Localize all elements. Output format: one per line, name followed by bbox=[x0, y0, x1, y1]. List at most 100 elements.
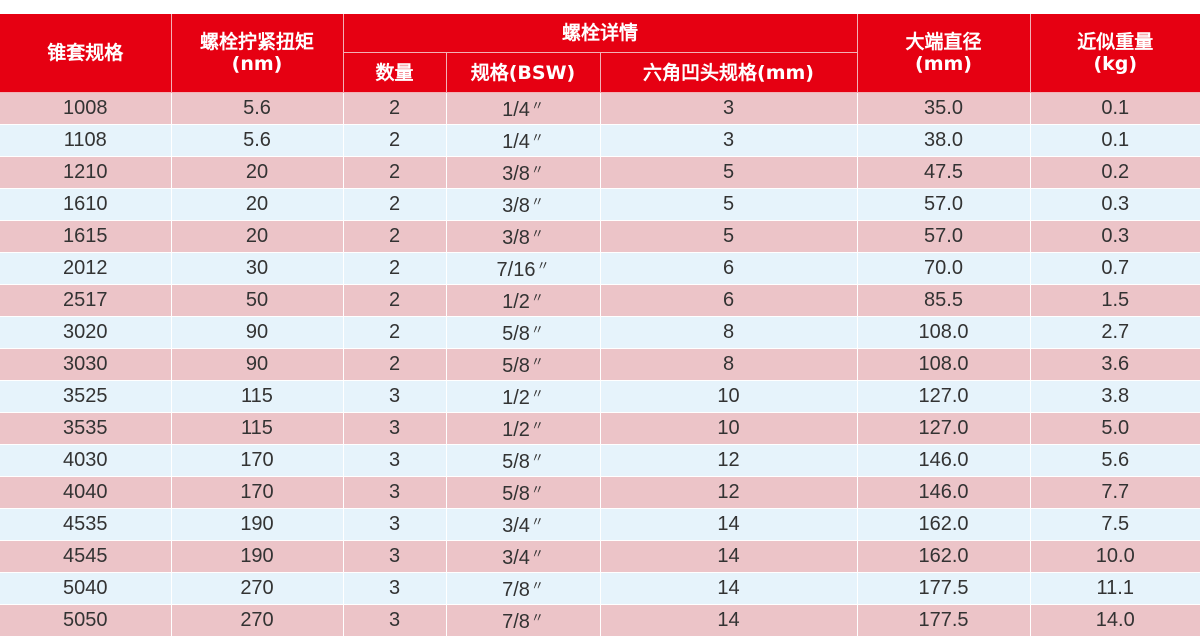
cell-spec: 1615 bbox=[0, 220, 172, 253]
cell-torque: 270 bbox=[170, 604, 344, 637]
table-row: 3020 90 2 5/8〃 8 108.0 2.7 bbox=[0, 316, 1200, 349]
cell-value: 3/8 bbox=[502, 163, 530, 185]
cell-value: 8 bbox=[722, 321, 735, 343]
cell-weight: 5.6 bbox=[1029, 444, 1200, 477]
cell-qty: 3 bbox=[342, 444, 447, 477]
cell-bsw: 1/2〃 bbox=[445, 412, 601, 445]
cell-diameter: 38.0 bbox=[856, 124, 1031, 157]
cell-value: 4030 bbox=[63, 449, 108, 471]
cell-value: 7/16 bbox=[496, 259, 536, 281]
cell-value: 170 bbox=[240, 481, 274, 503]
cell-value: 0.3 bbox=[1101, 225, 1130, 247]
cell-diameter: 177.5 bbox=[856, 604, 1031, 637]
cell-value: 3 bbox=[388, 545, 401, 567]
header-weight-unit: (kg) bbox=[1093, 53, 1138, 75]
cell-value: 5.0 bbox=[1101, 417, 1130, 439]
cell-value: 4040 bbox=[63, 481, 108, 503]
inch-mark: 〃 bbox=[530, 418, 544, 433]
cell-diameter: 162.0 bbox=[856, 540, 1031, 573]
cell-value: 270 bbox=[240, 577, 274, 599]
cell-value: 127.0 bbox=[918, 385, 969, 407]
cell-value: 7/8 bbox=[502, 611, 530, 633]
inch-mark: 〃 bbox=[536, 258, 550, 273]
table-row: 4545 190 3 3/4〃 14 162.0 10.0 bbox=[0, 540, 1200, 573]
cell-value: 3 bbox=[388, 385, 401, 407]
cell-hex: 10 bbox=[599, 412, 858, 445]
cell-value: 270 bbox=[240, 609, 274, 631]
cell-value: 1108 bbox=[63, 129, 107, 151]
table-row: 3030 90 2 5/8〃 8 108.0 3.6 bbox=[0, 348, 1200, 381]
cell-hex: 5 bbox=[599, 220, 858, 253]
cell-value: 6 bbox=[722, 289, 735, 311]
table-row: 2517 50 2 1/2〃 6 85.5 1.5 bbox=[0, 284, 1200, 317]
cell-diameter: 146.0 bbox=[856, 444, 1031, 477]
cell-hex: 12 bbox=[599, 444, 858, 477]
cell-weight: 0.3 bbox=[1029, 220, 1200, 253]
header-weight: 近似重量 (kg) bbox=[1029, 14, 1200, 93]
cell-value: 14 bbox=[717, 609, 740, 631]
inch-mark: 〃 bbox=[530, 130, 544, 145]
inch-mark: 〃 bbox=[530, 98, 544, 113]
cell-value: 3030 bbox=[63, 353, 108, 375]
cell-value: 5/8 bbox=[502, 483, 530, 505]
inch-mark: 〃 bbox=[530, 290, 544, 305]
cell-value: 1210 bbox=[63, 161, 108, 183]
cell-value: 50 bbox=[245, 289, 269, 311]
cell-torque: 170 bbox=[170, 444, 344, 477]
cell-bsw: 5/8〃 bbox=[445, 476, 601, 509]
cell-bsw: 1/2〃 bbox=[445, 380, 601, 413]
header-diameter-unit: (mm) bbox=[915, 53, 972, 75]
cell-value: 0.7 bbox=[1101, 257, 1130, 279]
cell-value: 2 bbox=[388, 353, 401, 375]
cell-spec: 3525 bbox=[0, 380, 172, 413]
cell-value: 3.8 bbox=[1101, 385, 1130, 407]
cell-qty: 2 bbox=[342, 188, 447, 221]
inch-mark: 〃 bbox=[530, 610, 544, 625]
inch-mark: 〃 bbox=[530, 194, 544, 209]
cell-hex: 14 bbox=[599, 604, 858, 637]
cell-value: 3 bbox=[722, 129, 735, 151]
cell-diameter: 108.0 bbox=[856, 316, 1031, 349]
table-row: 4040 170 3 5/8〃 12 146.0 7.7 bbox=[0, 476, 1200, 509]
cell-spec: 4030 bbox=[0, 444, 172, 477]
inch-mark: 〃 bbox=[530, 354, 544, 369]
cell-diameter: 127.0 bbox=[856, 412, 1031, 445]
cell-value: 3/8 bbox=[502, 195, 530, 217]
cell-bsw: 1/4〃 bbox=[445, 92, 601, 125]
cell-value: 2 bbox=[388, 193, 401, 215]
cell-bsw: 3/4〃 bbox=[445, 540, 601, 573]
cell-value: 5 bbox=[722, 225, 735, 247]
cell-value: 8 bbox=[722, 353, 735, 375]
cell-value: 14 bbox=[717, 545, 740, 567]
table-row: 4535 190 3 3/4〃 14 162.0 7.5 bbox=[0, 508, 1200, 541]
cell-qty: 3 bbox=[342, 476, 447, 509]
cell-value: 3/8 bbox=[502, 227, 530, 249]
cell-value: 90 bbox=[245, 353, 269, 375]
cell-value: 0.1 bbox=[1101, 97, 1130, 119]
cell-value: 5.6 bbox=[243, 97, 271, 119]
cell-value: 11.1 bbox=[1096, 577, 1134, 599]
cell-qty: 3 bbox=[342, 572, 447, 605]
cell-value: 3020 bbox=[63, 321, 108, 343]
cell-qty: 3 bbox=[342, 380, 447, 413]
table-row: 1615 20 2 3/8〃 5 57.0 0.3 bbox=[0, 220, 1200, 253]
cell-value: 3/4 bbox=[502, 547, 530, 569]
cell-weight: 10.0 bbox=[1029, 540, 1200, 573]
cell-value: 57.0 bbox=[924, 193, 963, 215]
inch-mark: 〃 bbox=[530, 482, 544, 497]
cell-qty: 3 bbox=[342, 540, 447, 573]
cell-hex: 14 bbox=[599, 572, 858, 605]
cell-spec: 5050 bbox=[0, 604, 172, 637]
cell-torque: 20 bbox=[170, 156, 344, 189]
cell-diameter: 162.0 bbox=[856, 508, 1031, 541]
cell-bsw: 3/8〃 bbox=[445, 220, 601, 253]
cell-spec: 2012 bbox=[0, 252, 172, 285]
cell-spec: 4040 bbox=[0, 476, 172, 509]
inch-mark: 〃 bbox=[530, 162, 544, 177]
cell-hex: 12 bbox=[599, 476, 858, 509]
cell-value: 7.5 bbox=[1101, 513, 1130, 535]
cell-diameter: 85.5 bbox=[856, 284, 1031, 317]
cell-bsw: 5/8〃 bbox=[445, 348, 601, 381]
cell-value: 5/8 bbox=[502, 451, 530, 473]
cell-value: 3525 bbox=[63, 385, 108, 407]
